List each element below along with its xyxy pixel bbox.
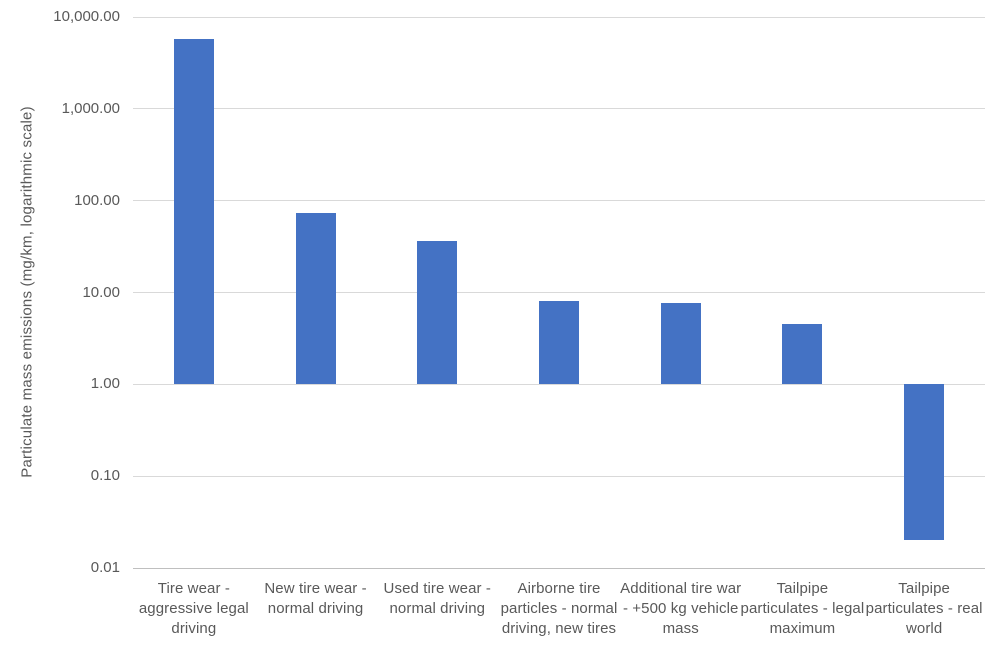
gridline-0.01 [133,567,985,569]
bar-2 [295,213,336,385]
bar-5 [660,302,701,385]
gridline-0.10 [133,475,985,477]
y-tick-label: 1,000.00 [61,99,120,117]
gridline-10,000.00 [133,16,985,18]
y-tick-label: 10.00 [82,283,120,301]
bar-4 [539,301,579,385]
y-tick-label: 1.00 [90,375,120,393]
x-category-label-7: Tailpipe particulates - real world [865,580,983,637]
gridline-100.00 [133,200,985,202]
y-tick-label: 0.01 [90,559,120,576]
gridline-10.00 [133,292,985,293]
gridline-1.00 [133,383,985,385]
x-category-label-3: Used tire wear - normal driving [383,580,492,617]
y-tick-label: 0.10 [90,467,120,485]
x-category-label-1: Tire wear - aggressive legal driving [138,580,249,637]
bar-6 [782,324,823,385]
bar-7 [904,384,945,541]
x-category-label-6: Tailpipe particulates - legal maximum [740,580,865,637]
bar-1 [173,39,214,385]
x-category-label-5: Additional tire war - +500 kg vehicle ma… [620,580,742,637]
plot-area [133,16,985,569]
gridline-1,000.00 [133,108,985,110]
y-tick-label: 10,000.00 [53,8,120,25]
y-tick-label: 100.00 [74,191,120,209]
x-category-label-4: Airborne tire particles - normal driving… [500,580,618,637]
x-category-label-2: New tire wear - normal driving [264,580,367,617]
bar-3 [417,241,458,385]
